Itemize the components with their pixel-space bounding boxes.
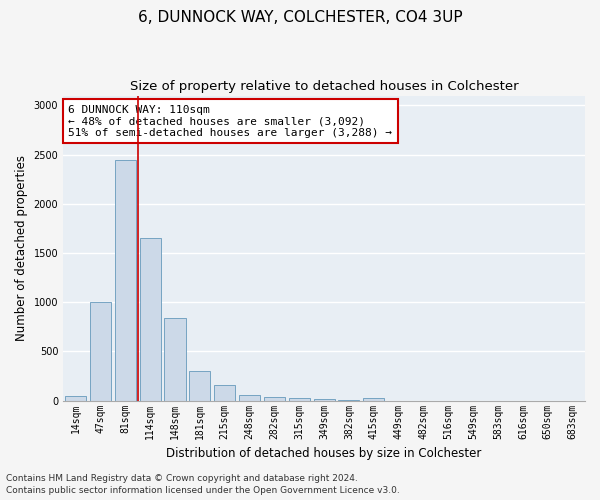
Bar (140, 238, 161, 400)
Text: 6 DUNNOCK WAY: 110sqm
← 48% of detached houses are smaller (3,092)
51% of semi-d: 6 DUNNOCK WAY: 110sqm ← 48% of detached … (68, 104, 392, 138)
Bar (164, 318, 185, 400)
Title: Size of property relative to detached houses in Colchester: Size of property relative to detached ho… (130, 80, 518, 93)
Text: 6, DUNNOCK WAY, COLCHESTER, CO4 3UP: 6, DUNNOCK WAY, COLCHESTER, CO4 3UP (137, 10, 463, 25)
Bar (90, 302, 111, 400)
Bar (65, 396, 86, 400)
Bar (189, 371, 211, 400)
Bar (115, 160, 136, 400)
Text: Contains HM Land Registry data © Crown copyright and database right 2024.
Contai: Contains HM Land Registry data © Crown c… (6, 474, 400, 495)
Bar (214, 386, 235, 400)
Bar (239, 395, 260, 400)
Bar (314, 398, 335, 400)
Bar (363, 398, 385, 400)
Bar (289, 398, 310, 400)
X-axis label: Distribution of detached houses by size in Colchester: Distribution of detached houses by size … (166, 447, 482, 460)
Y-axis label: Number of detached properties: Number of detached properties (15, 155, 28, 341)
Bar (264, 396, 285, 400)
